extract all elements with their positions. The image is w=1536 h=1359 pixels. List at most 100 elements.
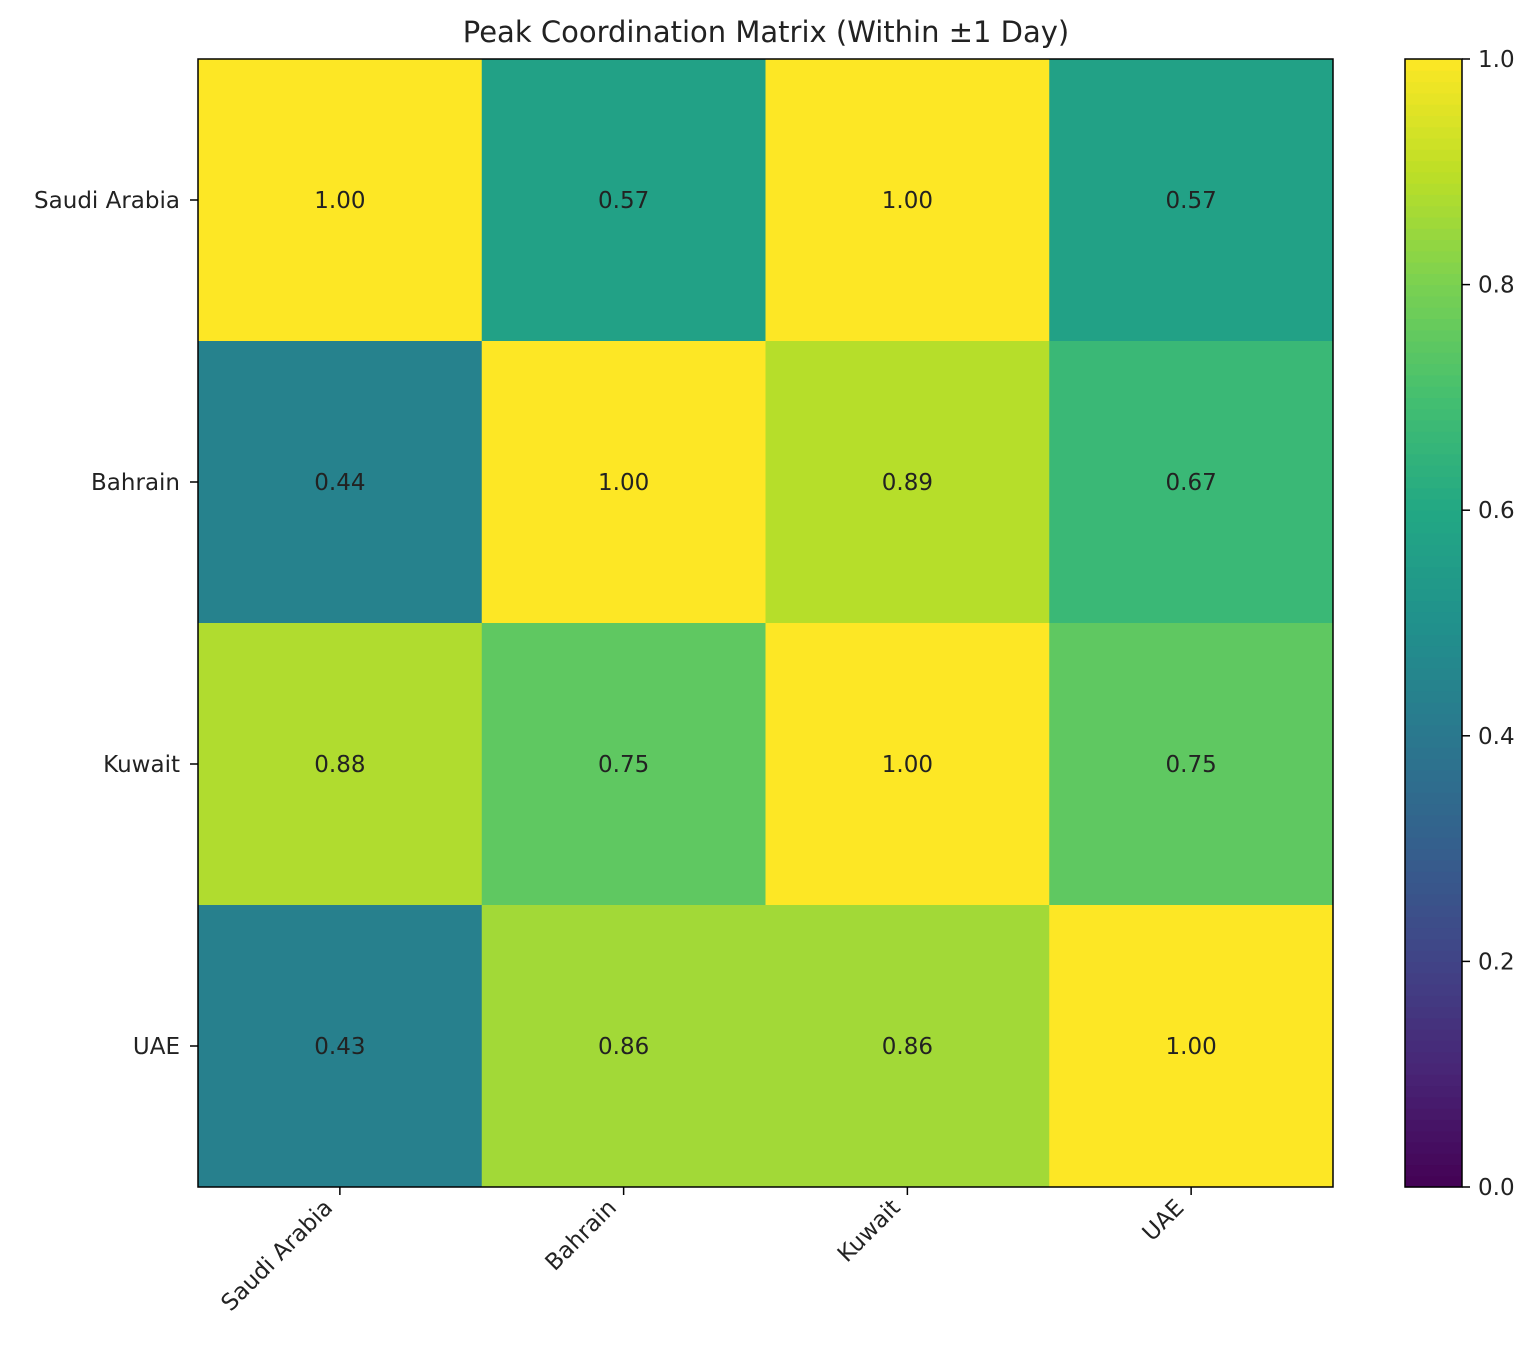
- heatmap-cell: [481, 341, 766, 624]
- heatmap-cell: [1049, 341, 1334, 624]
- colorbar-segment: [1405, 1108, 1462, 1120]
- colorbar-segment: [1405, 487, 1462, 500]
- heatmap-cell: [765, 59, 1050, 342]
- colorbar-segment: [1405, 1141, 1462, 1154]
- colorbar-segment: [1405, 1130, 1462, 1143]
- colorbar-tick-label: 1.0: [1478, 47, 1515, 73]
- colorbar-segment: [1405, 780, 1462, 793]
- colorbar-frame: [1404, 58, 1463, 1188]
- colorbar-segment: [1405, 792, 1462, 805]
- colorbar-segment: [1405, 59, 1462, 71]
- y-tick-label: Bahrain: [91, 470, 180, 496]
- x-tick-label: Bahrain: [541, 1195, 622, 1276]
- colorbar-segment: [1405, 149, 1462, 162]
- colorbar-tick-label: 0.2: [1478, 949, 1515, 975]
- colorbar-segment: [1405, 555, 1462, 568]
- colorbar-segment: [1405, 1119, 1462, 1132]
- colorbar-segment: [1405, 713, 1462, 726]
- cell-value-label: 1.00: [1166, 1034, 1217, 1060]
- heatmap-cell: [765, 341, 1050, 624]
- colorbar-segment: [1405, 341, 1462, 353]
- colorbar-segment: [1405, 690, 1462, 703]
- heatmap-cell: [481, 59, 766, 342]
- heatmap-cell: [765, 905, 1050, 1188]
- colorbar-segment: [1405, 228, 1462, 241]
- colorbar-segment: [1405, 476, 1462, 489]
- colorbar-segment: [1405, 442, 1462, 455]
- colorbar-segment: [1405, 104, 1462, 116]
- colorbar-tick-label: 0.6: [1478, 498, 1515, 524]
- colorbar-segment: [1405, 1164, 1462, 1177]
- colorbar-segment: [1405, 307, 1462, 320]
- colorbar-segment: [1405, 1153, 1462, 1166]
- colorbar-segment: [1405, 871, 1462, 884]
- cell-value-label: 0.57: [1166, 188, 1217, 214]
- colorbar-tick-label: 0.0: [1478, 1175, 1515, 1201]
- cell-value-label: 0.86: [598, 1034, 649, 1060]
- colorbar-segment: [1405, 250, 1462, 263]
- heatmap-cell: [198, 623, 483, 906]
- cell-value-label: 1.00: [598, 470, 649, 496]
- colorbar-segment: [1405, 70, 1462, 83]
- colorbar-segment: [1405, 983, 1462, 996]
- colorbar-segment: [1405, 363, 1462, 376]
- colorbar-segment: [1405, 171, 1462, 184]
- cell-value-label: 1.00: [882, 752, 933, 778]
- colorbar-segment: [1405, 284, 1462, 297]
- colorbar-segment: [1405, 544, 1462, 556]
- colorbar-segment: [1405, 1175, 1462, 1188]
- colorbar-segment: [1405, 724, 1462, 737]
- colorbar-segment: [1405, 262, 1462, 274]
- colorbar-segment: [1405, 92, 1462, 105]
- colorbar-segment: [1405, 126, 1462, 139]
- cell-value-label: 0.86: [882, 1034, 933, 1060]
- colorbar-segment: [1405, 408, 1462, 421]
- cell-value-label: 1.00: [882, 188, 933, 214]
- colorbar-segment: [1405, 318, 1462, 331]
- colorbar-segment: [1405, 758, 1462, 771]
- colorbar-segment: [1405, 386, 1462, 398]
- colorbar-segment: [1405, 950, 1462, 962]
- heatmap-cell: [198, 341, 483, 624]
- heatmap-cell: [1049, 59, 1334, 342]
- colorbar-segment: [1405, 510, 1462, 523]
- colorbar-segment: [1405, 1085, 1462, 1098]
- cell-value-label: 0.44: [314, 470, 365, 496]
- x-tick-label: Saudi Arabia: [217, 1195, 339, 1317]
- colorbar-segment: [1405, 566, 1462, 579]
- colorbar-segment: [1405, 916, 1462, 929]
- colorbar-segment: [1405, 668, 1462, 680]
- colorbar-segment: [1405, 352, 1462, 365]
- colorbar-segment: [1405, 769, 1462, 782]
- colorbar-segment: [1405, 972, 1462, 985]
- colorbar-segment: [1405, 656, 1462, 669]
- colorbar-segment: [1405, 882, 1462, 895]
- colorbar-segment: [1405, 837, 1462, 850]
- x-tick-label: UAE: [1138, 1195, 1190, 1247]
- colorbar-segment: [1405, 374, 1462, 387]
- colorbar-segment: [1405, 465, 1462, 477]
- colorbar-segment: [1405, 848, 1462, 861]
- cell-value-label: 0.57: [598, 188, 649, 214]
- colorbar-segment: [1405, 826, 1462, 838]
- colorbar-segment: [1405, 1029, 1462, 1041]
- colorbar-segment: [1405, 577, 1462, 590]
- cell-value-label: 0.43: [314, 1034, 365, 1060]
- colorbar-segment: [1405, 115, 1462, 128]
- colorbar-segment: [1405, 81, 1462, 94]
- colorbar-segment: [1405, 397, 1462, 410]
- heatmap-cell: [765, 623, 1050, 906]
- colorbar-segment: [1405, 498, 1462, 511]
- colorbar-segment: [1405, 183, 1462, 195]
- colorbar-segment: [1405, 273, 1462, 286]
- colorbar-segment: [1405, 679, 1462, 692]
- y-tick-label: UAE: [133, 1034, 180, 1060]
- colorbar-segment: [1405, 1062, 1462, 1075]
- colorbar-segment: [1405, 329, 1462, 342]
- colorbar-segment: [1405, 1074, 1462, 1087]
- cell-value-label: 0.88: [314, 752, 365, 778]
- colorbar-segment: [1405, 905, 1462, 917]
- colorbar-segment: [1405, 961, 1462, 974]
- x-tick-label: Kuwait: [833, 1195, 906, 1268]
- colorbar-segment: [1405, 216, 1462, 229]
